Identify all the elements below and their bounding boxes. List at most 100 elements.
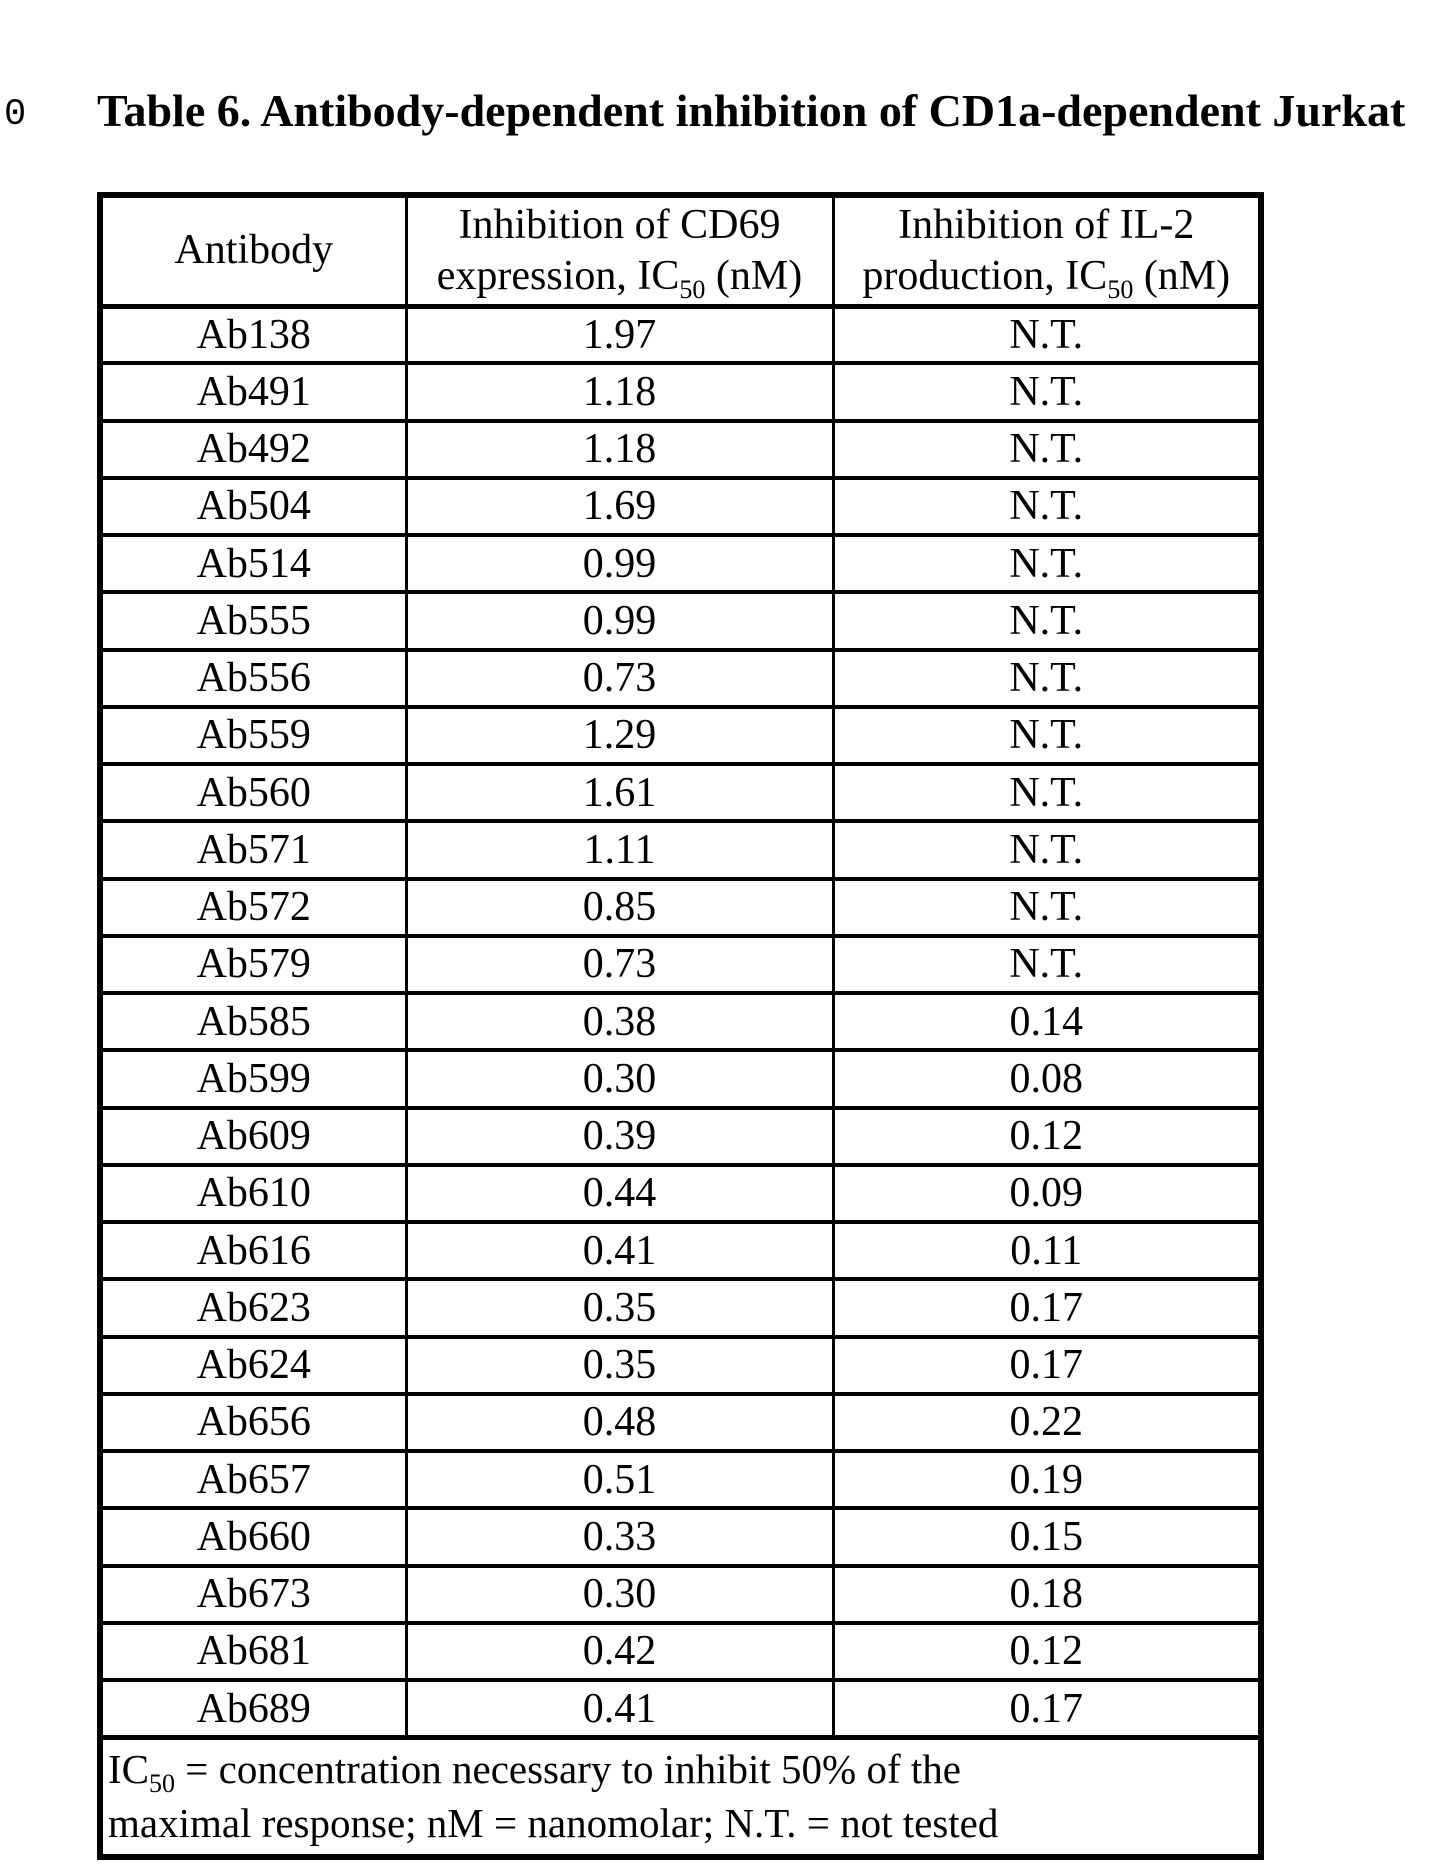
table-row: Ab599 0.30 0.08: [98, 1048, 1263, 1110]
cell-antibody: Ab514: [98, 532, 408, 595]
table-footnote: IC50 = concentration necessary to inhibi…: [98, 1735, 1263, 1859]
cell-il2-ic50: 0.17: [831, 1277, 1263, 1339]
header-cd69-line2: expression, IC50 (nM): [436, 252, 803, 304]
cell-antibody: Ab599: [98, 1048, 408, 1110]
cell-antibody: Ab556: [98, 647, 408, 709]
cell-antibody: Ab579: [98, 933, 408, 996]
table-row: Ab623 0.35 0.17: [98, 1277, 1263, 1339]
table-row: Ab660 0.33 0.15: [98, 1506, 1263, 1568]
cell-cd69-ic50: 0.35: [404, 1334, 835, 1396]
table-row: Ab673 0.30 0.18: [98, 1563, 1263, 1625]
page-line-number: 0: [4, 94, 27, 136]
cell-antibody: Ab609: [98, 1105, 408, 1167]
cell-antibody: Ab689: [98, 1678, 408, 1740]
antibody-inhibition-table: Antibody Inhibition of CD69 expression, …: [97, 192, 1264, 1860]
table-row: Ab560 1.61 N.T.: [98, 761, 1263, 824]
cell-antibody: Ab491: [98, 361, 408, 423]
cell-cd69-ic50: 1.11: [404, 819, 835, 881]
cell-il2-ic50: N.T.: [831, 532, 1263, 595]
cell-antibody: Ab572: [98, 876, 408, 938]
table-row: Ab514 0.99 N.T.: [98, 532, 1263, 595]
cell-il2-ic50: 0.15: [831, 1506, 1263, 1568]
cell-antibody: Ab559: [98, 704, 408, 767]
table-row: Ab689 0.41 0.17: [98, 1678, 1263, 1740]
cell-il2-ic50: 0.12: [831, 1620, 1263, 1683]
cell-cd69-ic50: 0.51: [404, 1448, 835, 1511]
table-row: Ab657 0.51 0.19: [98, 1448, 1263, 1511]
cell-il2-ic50: N.T.: [831, 361, 1263, 423]
cell-cd69-ic50: 1.69: [404, 475, 835, 538]
ic50-subscript: 50: [149, 1769, 175, 1798]
cell-antibody: Ab504: [98, 475, 408, 538]
table-footnote-row: IC50 = concentration necessary to inhibi…: [98, 1735, 1263, 1859]
cell-antibody: Ab571: [98, 819, 408, 881]
cell-il2-ic50: 0.11: [831, 1219, 1263, 1282]
cell-antibody: Ab660: [98, 1506, 408, 1568]
footnote-line1: IC50 = concentration necessary to inhibi…: [108, 1746, 961, 1798]
footnote-line2: maximal response; nM = nanomolar; N.T. =…: [108, 1800, 999, 1846]
cell-cd69-ic50: 0.39: [404, 1105, 835, 1167]
cell-il2-ic50: 0.17: [831, 1678, 1263, 1740]
cell-antibody: Ab623: [98, 1277, 408, 1339]
header-antibody: Antibody: [98, 193, 408, 309]
cell-cd69-ic50: 0.73: [404, 647, 835, 709]
cell-il2-ic50: 0.14: [831, 990, 1263, 1053]
cell-il2-ic50: N.T.: [831, 647, 1263, 709]
cell-antibody: Ab657: [98, 1448, 408, 1511]
cell-cd69-ic50: 0.41: [404, 1678, 835, 1740]
cell-antibody: Ab610: [98, 1162, 408, 1225]
cell-antibody: Ab555: [98, 590, 408, 652]
table-row: Ab491 1.18 N.T.: [98, 361, 1263, 423]
table-row: Ab555 0.99 N.T.: [98, 590, 1263, 652]
cell-il2-ic50: N.T.: [831, 418, 1263, 480]
cell-il2-ic50: 0.08: [831, 1048, 1263, 1110]
cell-il2-ic50: 0.22: [831, 1391, 1263, 1454]
cell-il2-ic50: N.T.: [831, 876, 1263, 938]
cell-cd69-ic50: 0.73: [404, 933, 835, 996]
cell-cd69-ic50: 0.38: [404, 990, 835, 1053]
cell-il2-ic50: N.T.: [831, 819, 1263, 881]
cell-cd69-ic50: 0.30: [404, 1563, 835, 1625]
cell-cd69-ic50: 1.18: [404, 361, 835, 423]
cell-il2-ic50: N.T.: [831, 704, 1263, 767]
cell-cd69-ic50: 1.18: [404, 418, 835, 480]
cell-antibody: Ab560: [98, 761, 408, 824]
table-row: Ab681 0.42 0.12: [98, 1620, 1263, 1683]
cell-il2-ic50: N.T.: [831, 933, 1263, 996]
cell-il2-ic50: N.T.: [831, 475, 1263, 538]
cell-cd69-ic50: 0.33: [404, 1506, 835, 1568]
cell-cd69-ic50: 0.35: [404, 1277, 835, 1339]
cell-antibody: Ab616: [98, 1219, 408, 1282]
cell-cd69-ic50: 0.42: [404, 1620, 835, 1683]
cell-cd69-ic50: 1.61: [404, 761, 835, 824]
ic50-subscript: 50: [1107, 274, 1134, 304]
cell-antibody: Ab585: [98, 990, 408, 1053]
table-caption: Table 6. Antibody-dependent inhibition o…: [97, 85, 1406, 136]
cell-il2-ic50: 0.09: [831, 1162, 1263, 1225]
cell-il2-ic50: 0.12: [831, 1105, 1263, 1167]
cell-cd69-ic50: 0.48: [404, 1391, 835, 1454]
cell-antibody: Ab681: [98, 1620, 408, 1683]
header-il2-ic50: Inhibition of IL-2 production, IC50 (nM): [831, 193, 1263, 309]
table-row: Ab609 0.39 0.12: [98, 1105, 1263, 1167]
cell-cd69-ic50: 0.99: [404, 532, 835, 595]
table-row: Ab571 1.11 N.T.: [98, 819, 1263, 881]
cell-antibody: Ab492: [98, 418, 408, 480]
table-row: Ab138 1.97 N.T.: [98, 303, 1263, 366]
cell-il2-ic50: 0.18: [831, 1563, 1263, 1625]
header-il2-line1: Inhibition of IL-2: [898, 201, 1195, 248]
cell-il2-ic50: N.T.: [831, 303, 1263, 366]
cell-cd69-ic50: 0.41: [404, 1219, 835, 1282]
cell-il2-ic50: N.T.: [831, 590, 1263, 652]
cell-cd69-ic50: 0.85: [404, 876, 835, 938]
table-row: Ab492 1.18 N.T.: [98, 418, 1263, 480]
table-row: Ab556 0.73 N.T.: [98, 647, 1263, 709]
cell-il2-ic50: N.T.: [831, 761, 1263, 824]
header-cd69-line1: Inhibition of CD69: [458, 201, 781, 248]
header-cd69-ic50: Inhibition of CD69 expression, IC50 (nM): [404, 193, 835, 309]
table-row: Ab610 0.44 0.09: [98, 1162, 1263, 1225]
table-row: Ab585 0.38 0.14: [98, 990, 1263, 1053]
cell-il2-ic50: 0.17: [831, 1334, 1263, 1396]
cell-antibody: Ab673: [98, 1563, 408, 1625]
table-row: Ab656 0.48 0.22: [98, 1391, 1263, 1454]
